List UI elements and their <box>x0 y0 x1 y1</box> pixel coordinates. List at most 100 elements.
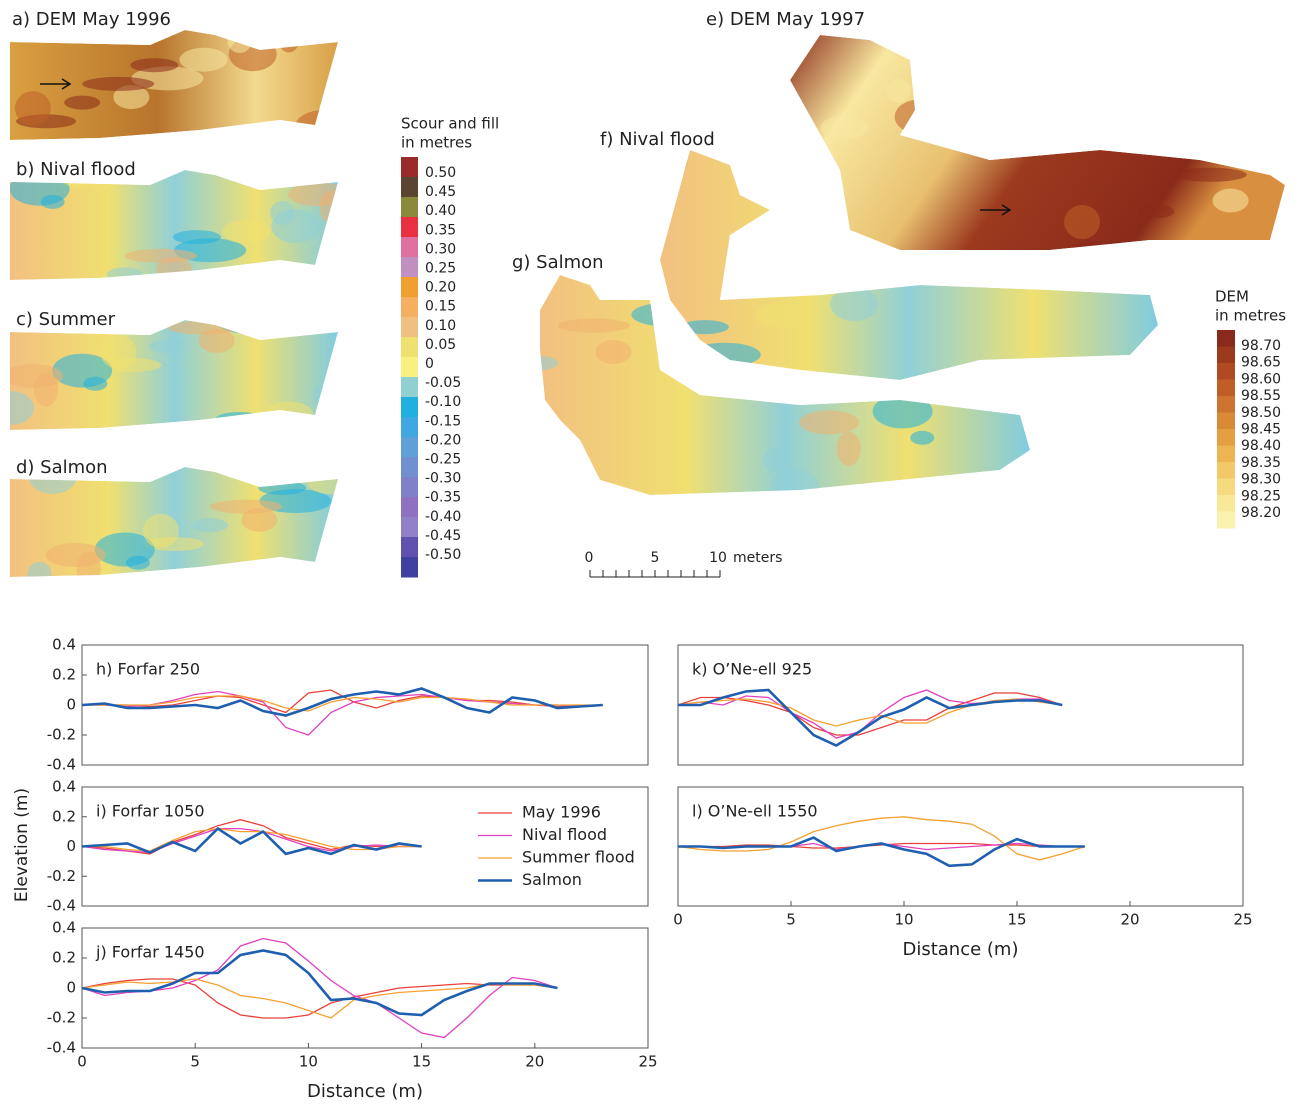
color-swatch <box>401 537 418 558</box>
legend-label: 98.50 <box>1241 405 1281 421</box>
map-patch <box>910 431 934 445</box>
legend-label: 0.20 <box>425 280 456 296</box>
map-patch <box>771 469 819 503</box>
color-swatch <box>401 457 418 478</box>
map-patch <box>143 514 179 548</box>
map-label: c) Summer <box>16 309 116 330</box>
map-patch <box>168 321 240 335</box>
map-patch <box>28 562 52 586</box>
legend-label: 0.45 <box>425 184 456 200</box>
map-patch <box>15 91 51 125</box>
map-patch <box>107 268 143 282</box>
legend-label: 98.65 <box>1241 355 1281 371</box>
map-label: a) DEM May 1996 <box>12 9 171 30</box>
map-patch <box>681 320 729 334</box>
legend-label: 0.30 <box>425 241 456 257</box>
color-swatch <box>401 377 418 398</box>
color-swatch <box>401 357 418 378</box>
color-swatch <box>1217 512 1235 529</box>
map-label: f) Nival flood <box>600 129 715 150</box>
map-patch <box>923 42 983 66</box>
map-patch <box>258 481 306 495</box>
map-patch <box>596 340 632 364</box>
map-patch <box>180 48 228 72</box>
legend-label: 0 <box>425 356 434 372</box>
map-patch <box>522 356 558 370</box>
map-patch <box>1241 131 1289 145</box>
legend-title: in metres <box>401 134 472 152</box>
legend-label: May 1996 <box>522 803 601 822</box>
color-swatch <box>401 237 418 258</box>
map-patch <box>895 100 943 134</box>
map-patch <box>756 304 804 328</box>
line-series <box>82 690 603 713</box>
map-panel <box>754 27 1289 255</box>
y-tick-label: 0 <box>66 979 76 997</box>
legend-label: -0.15 <box>425 413 461 429</box>
panel-title: k) O’Ne-ell 925 <box>692 660 812 679</box>
color-swatch <box>401 197 418 218</box>
color-swatch <box>401 397 418 418</box>
y-tick-label: 0.2 <box>52 949 76 967</box>
map-patch <box>946 393 1006 407</box>
map-patch <box>1064 205 1100 239</box>
x-tick-label: 5 <box>190 1053 200 1071</box>
legend-label: 98.60 <box>1241 371 1281 387</box>
legend-label: -0.30 <box>425 471 461 487</box>
map-patch <box>295 110 355 144</box>
map-patch <box>754 152 826 176</box>
y-tick-label: -0.2 <box>47 1009 76 1027</box>
line-series <box>678 817 1085 860</box>
x-tick-label: 10 <box>894 911 913 929</box>
scale-label: 10 <box>709 550 727 566</box>
legend-label: 98.25 <box>1241 488 1281 504</box>
legend-label: 0.50 <box>425 165 456 181</box>
map-patch <box>689 343 761 367</box>
legend-label: 0.25 <box>425 261 456 277</box>
color-swatch <box>401 337 418 358</box>
legend-label: 98.30 <box>1241 472 1281 488</box>
map-patch <box>100 335 136 369</box>
map-patch <box>822 265 846 289</box>
y-tick-label: -0.4 <box>47 1039 76 1057</box>
map-patch <box>763 448 787 472</box>
map-patch <box>64 96 100 110</box>
map-label: g) Salmon <box>512 252 604 273</box>
x-tick-label: 25 <box>638 1053 657 1071</box>
legend-label: 98.40 <box>1241 438 1281 454</box>
map-patch <box>313 383 337 407</box>
map-patch <box>173 230 221 244</box>
map-surface <box>790 35 1285 250</box>
map-patch <box>897 248 921 282</box>
x-tick-label: 25 <box>1233 911 1252 929</box>
legend-label: -0.40 <box>425 509 461 525</box>
color-swatch <box>1217 462 1235 479</box>
map-patch <box>558 319 630 333</box>
y-tick-label: 0.4 <box>52 919 76 937</box>
line-series <box>82 689 603 716</box>
map-patch <box>192 518 228 532</box>
legend-label: Salmon <box>522 870 582 889</box>
color-swatch <box>401 157 418 178</box>
legend-label: -0.20 <box>425 432 461 448</box>
legend-label: 98.35 <box>1241 455 1281 471</box>
legend-label: 0.05 <box>425 337 456 353</box>
legend-label: 0.40 <box>425 203 456 219</box>
map-patch <box>998 27 1058 61</box>
legend-label: -0.05 <box>425 375 461 391</box>
y-tick-label: -0.4 <box>47 756 76 774</box>
color-swatch <box>401 297 418 318</box>
scale-label: 0 <box>585 550 594 566</box>
color-swatch <box>401 317 418 338</box>
x-tick-label: 5 <box>786 911 796 929</box>
map-patch <box>307 470 355 494</box>
map-patch <box>46 543 106 567</box>
color-swatch <box>401 517 418 538</box>
map-patch <box>652 152 688 176</box>
color-swatch <box>401 557 418 578</box>
color-swatch <box>401 477 418 498</box>
map-patch <box>837 432 861 466</box>
legend-title: Scour and fill <box>401 115 499 133</box>
map-patch <box>961 63 985 97</box>
map-patch <box>873 394 933 428</box>
